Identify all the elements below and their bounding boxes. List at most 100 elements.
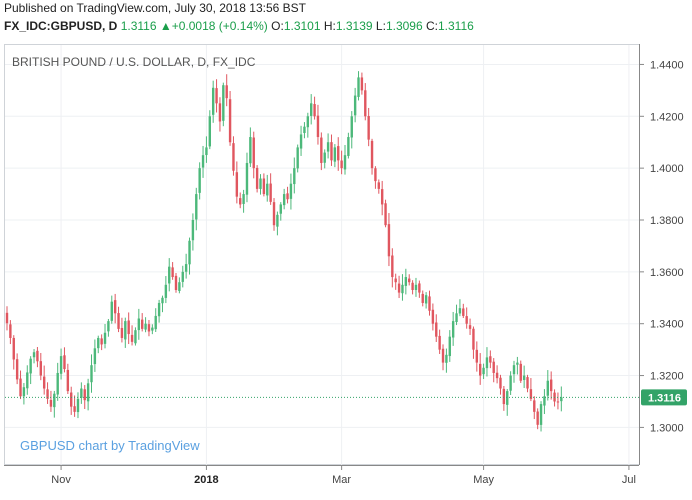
candle-body (218, 103, 222, 122)
candle-body (397, 283, 401, 293)
candle (90, 354, 93, 393)
candle-body (279, 204, 282, 214)
published-caption: Published on TradingView.com, July 30, 2… (4, 1, 306, 15)
candle-body (549, 379, 553, 392)
candle-body (157, 302, 161, 317)
candle-body (86, 383, 90, 402)
candle (492, 358, 495, 383)
candle-body (468, 325, 472, 329)
candle-body (495, 372, 499, 379)
candle-body (320, 137, 323, 163)
close-label: C: (425, 19, 438, 33)
candle (46, 382, 49, 404)
candle-body (188, 240, 191, 265)
candle-body (97, 337, 100, 349)
candle (350, 111, 353, 149)
candle (272, 198, 276, 231)
candle (495, 365, 499, 384)
chart-title: BRITISH POUND / U.S. DOLLAR, D, FX_IDC (12, 55, 256, 69)
candle (29, 356, 32, 385)
candle-body (448, 336, 451, 357)
candle (255, 165, 259, 193)
candle (201, 145, 205, 178)
candle (262, 173, 266, 197)
candle-body (418, 283, 421, 293)
candle-body (360, 77, 364, 91)
candle-body (215, 88, 218, 104)
candle-body (181, 271, 184, 282)
watermark-text: GBPUSD chart by TradingView (20, 438, 200, 453)
candle-body (80, 388, 83, 398)
candle (130, 325, 134, 346)
candle-body (36, 350, 39, 362)
candle (533, 396, 536, 420)
candle (239, 192, 242, 209)
candle (343, 145, 347, 175)
candle-body (46, 389, 49, 399)
candle (80, 382, 83, 404)
candle (411, 280, 414, 295)
y-tick-label: 1.3800 (650, 215, 684, 227)
up-triangle-icon: ▲ (159, 19, 172, 33)
candle-body (130, 334, 134, 342)
candle (320, 132, 323, 171)
y-tick-label: 1.4400 (650, 59, 684, 71)
candle-body (22, 387, 26, 397)
candle-body (178, 282, 181, 291)
candle (232, 136, 235, 176)
candle-body (73, 406, 76, 412)
y-tick-label: 1.4200 (650, 111, 684, 123)
candle (391, 248, 394, 288)
candle-body (340, 160, 343, 169)
candle-body (201, 155, 205, 168)
candle (502, 385, 506, 411)
candle-body (458, 308, 462, 314)
candle-body (431, 309, 435, 324)
candle-body (83, 389, 86, 401)
candle (522, 365, 526, 388)
candle (424, 292, 428, 309)
candle-body (191, 220, 195, 241)
x-tick-label: 2018 (194, 474, 218, 486)
candle (134, 327, 137, 346)
open-label: O: (271, 19, 284, 33)
low-value: 1.3096 (385, 19, 423, 33)
candle-body (5, 312, 9, 324)
candle-body (435, 322, 438, 337)
candle-body (286, 193, 289, 200)
open-value: 1.3101 (283, 19, 321, 33)
candle-body (421, 293, 424, 303)
candle (347, 132, 350, 159)
candle (56, 362, 59, 401)
candle-body (391, 255, 394, 278)
candle-body (117, 313, 120, 329)
candle (198, 162, 201, 200)
candle-body (424, 295, 428, 304)
candle (340, 150, 343, 175)
candle (293, 157, 296, 194)
candle-body (299, 134, 303, 149)
last-price-label: 1.3116 (648, 392, 681, 404)
candle-body (70, 392, 73, 407)
candle (465, 307, 468, 329)
candle-body (137, 318, 141, 331)
candle (536, 408, 539, 430)
candle-body (296, 147, 299, 169)
candle (26, 365, 29, 395)
candle-body (475, 349, 479, 363)
candle-body (282, 194, 286, 206)
candle (367, 107, 370, 147)
candle-body (380, 189, 384, 205)
candle-body (154, 315, 157, 330)
candle (157, 299, 161, 323)
candle-body (15, 359, 19, 380)
candle-body (103, 332, 107, 344)
candle (441, 344, 445, 371)
candle (137, 308, 141, 340)
candle (245, 152, 249, 203)
candle (39, 352, 42, 381)
candle-body (147, 324, 151, 332)
candle-body (225, 85, 228, 99)
candle (414, 277, 418, 297)
